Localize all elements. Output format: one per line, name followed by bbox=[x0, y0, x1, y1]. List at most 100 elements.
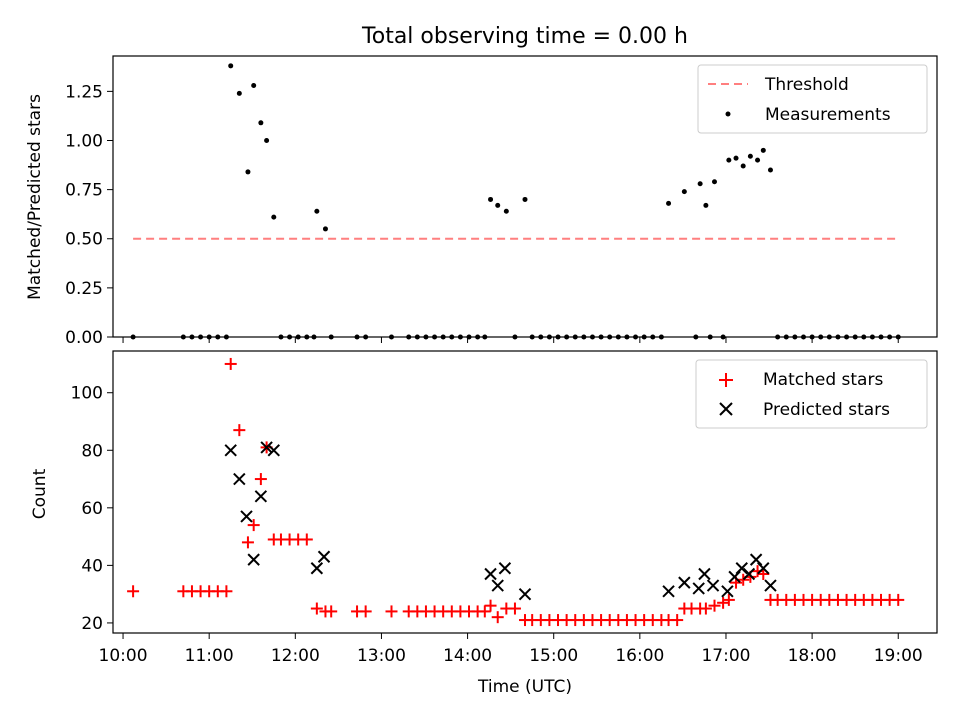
time-x-tick-label: 14:00 bbox=[443, 646, 492, 666]
predicted-star-point bbox=[735, 562, 748, 575]
measurement-point bbox=[258, 120, 264, 126]
predicted-star-x-b bbox=[764, 579, 777, 592]
matched-legend-label: Matched stars bbox=[763, 370, 883, 390]
measurement-point bbox=[733, 155, 739, 161]
measurement-point bbox=[488, 196, 494, 202]
measurement-point bbox=[251, 82, 257, 88]
matched-star-point bbox=[484, 599, 497, 612]
measurement-point bbox=[228, 63, 234, 69]
matched-legend-marker bbox=[719, 373, 733, 387]
matched-star-point bbox=[325, 605, 338, 618]
measurement-point bbox=[271, 214, 277, 220]
matched-star-point bbox=[671, 614, 684, 627]
matched-star-point bbox=[708, 599, 721, 612]
predicted-star-point bbox=[721, 585, 734, 598]
matched-star-point bbox=[254, 473, 267, 486]
matched-star-point bbox=[478, 605, 491, 618]
time-x-tick-label: 17:00 bbox=[701, 646, 750, 666]
measurement-point bbox=[522, 196, 528, 202]
measurement-point bbox=[495, 202, 501, 208]
measurement-point bbox=[760, 147, 766, 153]
measurement-point bbox=[314, 208, 320, 214]
ratio-axis-ticks: 0.00 0.25 0.50 0.75 1.00 1.25 bbox=[65, 82, 899, 348]
count-legend: Matched stars Predicted stars bbox=[695, 359, 928, 429]
time-x-tick-label: 15:00 bbox=[529, 646, 578, 666]
predicted-star-x-b bbox=[706, 579, 720, 592]
predicted-star-point bbox=[764, 579, 777, 592]
predicted-star-point bbox=[240, 510, 253, 523]
ratio-legend: Threshold Measurements bbox=[697, 64, 928, 134]
predicted-star-point bbox=[224, 444, 237, 457]
ratio-plot-marks bbox=[130, 63, 901, 340]
measurements-legend-marker bbox=[725, 111, 731, 117]
matched-star-point bbox=[241, 536, 254, 549]
matched-star-point bbox=[359, 605, 372, 618]
ratio-y-tick-label: 0.75 bbox=[65, 181, 103, 201]
time-x-tick-label: 11:00 bbox=[185, 646, 234, 666]
predicted-star-point bbox=[757, 562, 770, 575]
time-x-tick-label: 12:00 bbox=[271, 646, 320, 666]
count-y-axis-label: Count bbox=[30, 468, 50, 519]
predicted-star-x-b bbox=[247, 553, 260, 566]
predicted-star-point bbox=[742, 567, 756, 581]
predicted-star-x-b bbox=[317, 550, 331, 563]
count-legend-box bbox=[695, 359, 928, 429]
count-plot-marks bbox=[127, 357, 905, 627]
predicted-star-x-b bbox=[728, 570, 741, 584]
measurement-point bbox=[666, 200, 672, 206]
figure-title: Total observing time = 0.00 h bbox=[361, 24, 688, 49]
matched-star-point bbox=[300, 533, 313, 546]
predicted-star-x-b bbox=[233, 472, 246, 486]
ratio-y-tick-label: 1.00 bbox=[65, 131, 103, 151]
predicted-star-point bbox=[728, 570, 741, 584]
count-y-tick-label: 100 bbox=[71, 384, 103, 404]
measurement-point bbox=[703, 202, 709, 208]
predicted-star-point bbox=[247, 553, 260, 566]
ratio-y-tick-label: 0.00 bbox=[65, 328, 103, 348]
ratio-panel: 0.00 0.25 0.50 0.75 1.00 1.25 Matched/Predict… bbox=[25, 55, 938, 348]
predicted-star-x-b bbox=[310, 562, 324, 575]
predicted-star-x-b bbox=[518, 587, 532, 601]
ratio-y-axis-label: Matched/Predicted stars bbox=[25, 94, 45, 300]
ratio-y-tick-label: 1.25 bbox=[65, 82, 103, 102]
matched-star-point bbox=[717, 596, 730, 609]
predicted-star-x-b bbox=[757, 562, 770, 575]
predicted-star-x-b bbox=[267, 444, 280, 457]
predicted-star-x-b bbox=[735, 562, 748, 575]
predicted-star-x-b bbox=[260, 441, 273, 454]
predicted-star-point bbox=[498, 562, 512, 575]
predicted-star-point bbox=[706, 579, 720, 592]
ratio-y-tick-label: 0.50 bbox=[65, 230, 103, 250]
predicted-star-x-b bbox=[254, 490, 268, 503]
count-y-tick-label: 40 bbox=[81, 556, 103, 576]
predicted-star-point bbox=[749, 553, 763, 566]
predicted-star-x-b bbox=[721, 585, 734, 598]
measurement-point bbox=[755, 157, 761, 163]
predicted-star-point bbox=[491, 579, 504, 592]
time-x-tick-label: 13:00 bbox=[357, 646, 406, 666]
threshold-legend-label: Threshold bbox=[764, 75, 849, 95]
predicted-star-point bbox=[484, 567, 497, 581]
measurement-point bbox=[711, 179, 717, 185]
predicted-star-x-b bbox=[240, 510, 253, 523]
matched-star-point bbox=[491, 611, 504, 624]
measurement-point bbox=[697, 181, 703, 187]
predicted-star-x-b bbox=[742, 567, 756, 581]
predicted-star-point bbox=[267, 444, 280, 457]
matched-star-point bbox=[892, 593, 905, 606]
predicted-star-x-b bbox=[491, 579, 504, 592]
predicted-star-point bbox=[692, 582, 705, 595]
ratio-y-tick-label: 0.25 bbox=[65, 279, 103, 299]
time-x-tick-label: 18:00 bbox=[788, 646, 837, 666]
count-axes-frame bbox=[112, 350, 938, 634]
predicted-star-point bbox=[317, 550, 331, 563]
count-axis-ticks: 20 40 60 80 100 10:00 11:00 12:00 13:00 14:00 15:0… bbox=[71, 384, 923, 666]
predicted-star-point bbox=[678, 576, 691, 589]
count-panel: 20 40 60 80 100 10:00 11:00 12:00 13:00 14:00 15:0… bbox=[30, 350, 938, 697]
predicted-star-x-b bbox=[678, 576, 691, 589]
predicted-star-point bbox=[698, 567, 711, 581]
time-x-axis-label: Time (UTC) bbox=[477, 677, 572, 697]
predicted-legend-marker bbox=[719, 402, 733, 416]
predicted-star-x-b bbox=[484, 567, 497, 581]
